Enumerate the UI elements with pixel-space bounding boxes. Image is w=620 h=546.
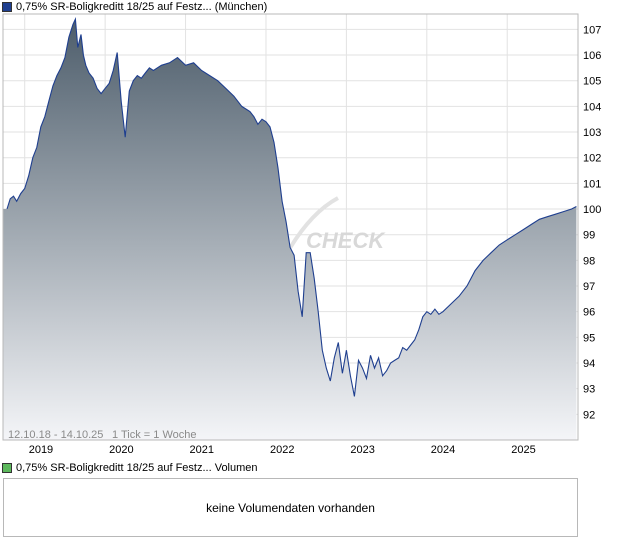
volume-legend-label: 0,75% SR-Boligkreditt 18/25 auf Festz...… xyxy=(16,462,258,474)
y-tick-label: 97 xyxy=(583,281,595,293)
x-tick-label: 2023 xyxy=(350,444,374,456)
watermark: CHECK xyxy=(288,196,386,253)
watermark-text: CHECK xyxy=(306,228,386,253)
y-tick-label: 101 xyxy=(583,178,601,190)
y-tick-label: 106 xyxy=(583,50,601,62)
volume-legend: 0,75% SR-Boligkreditt 18/25 auf Festz...… xyxy=(2,461,258,475)
price-legend-label: 0,75% SR-Boligkreditt 18/25 auf Festz...… xyxy=(16,1,268,13)
x-tick-label: 2022 xyxy=(270,444,294,456)
watermark-swoosh xyxy=(288,196,339,250)
price-legend-swatch xyxy=(2,2,12,12)
price-chart: CHECK 92 93 94 95 96 97 98 99 100 101 102 103 104 105… xyxy=(2,13,601,456)
x-tick-label: 2021 xyxy=(190,444,214,456)
price-area xyxy=(3,19,577,440)
y-tick-label: 93 xyxy=(583,384,595,396)
x-tick-label: 2024 xyxy=(431,444,455,456)
volume-legend-swatch xyxy=(2,463,12,473)
price-line xyxy=(6,16,577,397)
no-volume-message: keine Volumendaten vorhanden xyxy=(206,500,375,515)
x-tick-label: 2025 xyxy=(511,444,535,456)
y-tick-label: 95 xyxy=(583,332,595,344)
y-tick-label: 94 xyxy=(583,358,595,370)
y-tick-label: 99 xyxy=(583,230,595,242)
y-tick-label: 96 xyxy=(583,307,595,319)
x-axis: 2019 2020 2021 2022 2023 2024 2025 xyxy=(29,444,536,456)
volume-panel: keine Volumendaten vorhanden xyxy=(3,478,578,537)
y-tick-label: 103 xyxy=(583,127,601,139)
price-legend: 0,75% SR-Boligkreditt 18/25 auf Festz...… xyxy=(2,0,267,14)
date-range-label: 12.10.18 - 14.10.25 xyxy=(8,429,103,441)
y-tick-label: 102 xyxy=(583,153,601,165)
y-axis: 92 93 94 95 96 97 98 99 100 101 102 103 104 105 106 107 xyxy=(583,24,601,421)
x-tick-label: 2019 xyxy=(29,444,53,456)
y-tick-label: 92 xyxy=(583,409,595,421)
y-tick-label: 104 xyxy=(583,101,601,113)
y-tick-label: 100 xyxy=(583,204,601,216)
y-tick-label: 105 xyxy=(583,76,601,88)
tick-info-label: 1 Tick = 1 Woche xyxy=(112,429,196,441)
x-tick-label: 2020 xyxy=(109,444,133,456)
y-tick-label: 107 xyxy=(583,24,601,36)
y-tick-label: 98 xyxy=(583,255,595,267)
plot-frame xyxy=(2,13,579,441)
